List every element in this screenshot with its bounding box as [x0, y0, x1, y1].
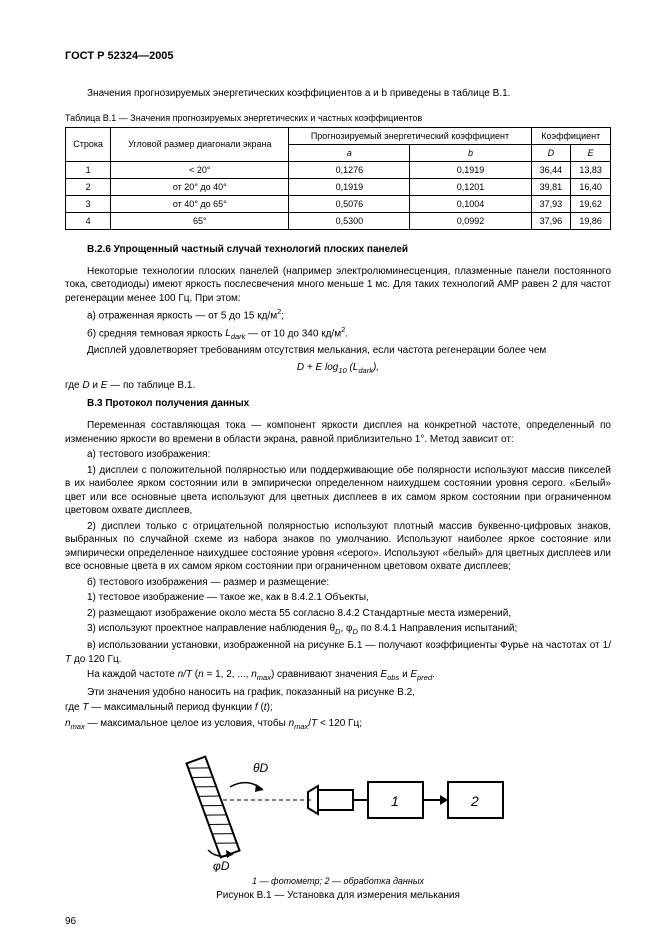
b3-2-2: 2) размещают изображение около места 55 … [65, 607, 611, 621]
b3-2-1: 1) тестовое изображение — такое же, как … [65, 591, 611, 605]
b26-p2: Дисплей удовлетворяет требованиям отсутс… [65, 344, 611, 358]
b3-1-1: 1) дисплеи с положительной полярностью и… [65, 464, 611, 518]
col-progn: Прогнозируемый энергетический коэффициен… [289, 127, 531, 144]
b3-p1: Переменная составляющая тока — компонент… [65, 419, 611, 446]
section-b26-head: В.2.6 Упрощенный частный случай технолог… [65, 244, 611, 255]
col-b: b [410, 144, 531, 161]
figure-svg: θD φD 1 2 [158, 742, 518, 872]
box1-label: 1 [391, 793, 399, 809]
formula: D + E log10 (Ldark), [65, 362, 611, 375]
figure-caption: Рисунок В.1 — Установка для измерения ме… [65, 890, 611, 901]
b3-where-nmax: nmax — максимальное целое из условия, чт… [65, 717, 611, 732]
coefficients-table: Строка Угловой размер диагонали экрана П… [65, 127, 611, 230]
intro-paragraph: Значения прогнозируемых энергетических к… [65, 87, 611, 101]
box2-label: 2 [470, 793, 479, 809]
b26-b: б) средняя темновая яркость Ldark — от 1… [65, 325, 611, 342]
page-number: 96 [65, 916, 611, 927]
b3-p3: Эти значения удобно наносить на график, … [65, 686, 611, 700]
document-header: ГОСТ Р 52324—2005 [65, 50, 611, 62]
table-row: 2 от 20° до 40° 0,1919 0,1201 39,81 16,4… [66, 178, 611, 195]
theta-label: θD [253, 761, 269, 775]
col-a: a [289, 144, 410, 161]
figure-legend: 1 — фотометр; 2 — обработка данных [65, 876, 611, 886]
b3-2-3: 3) используют проектное направление набл… [65, 622, 611, 637]
col-E: E [571, 144, 611, 161]
b26-p3: где D и E — по таблице В.1. [65, 379, 611, 393]
b3-where-T: где T — максимальный период функции f (t… [65, 701, 611, 715]
figure-b1: θD φD 1 2 1 — фотометр; 2 — обработка да… [65, 742, 611, 901]
b3-p2: На каждой частоте n/T (n = 1, 2, ..., nm… [65, 668, 611, 683]
col-angle: Угловой размер диагонали экрана [111, 127, 289, 161]
b3-1-2: 2) дисплеи только с отрицательной полярн… [65, 520, 611, 574]
b3-b: б) тестового изображения — размер и разм… [65, 576, 611, 590]
section-b3-head: В.3 Протокол получения данных [65, 398, 611, 409]
b3-a: а) тестового изображения: [65, 448, 611, 462]
col-row: Строка [66, 127, 111, 161]
table-row: 3 от 40° до 65° 0,5076 0,1004 37,93 19,6… [66, 195, 611, 212]
b3-v: в) использовании установки, изображенной… [65, 639, 611, 666]
table-title: Таблица В.1 — Значения прогнозируемых эн… [65, 113, 611, 123]
col-D: D [531, 144, 571, 161]
b26-a: а) отраженная яркость — от 5 до 15 кд/м2… [65, 307, 611, 323]
phi-label: φD [213, 859, 230, 872]
col-coef: Коэффициент [531, 127, 610, 144]
b26-p1: Некоторые технологии плоских панелей (на… [65, 265, 611, 306]
table-row: 1 < 20° 0,1276 0,1919 36,44 13,83 [66, 161, 611, 178]
table-row: 4 65° 0,5300 0,0992 37,96 19,86 [66, 212, 611, 229]
